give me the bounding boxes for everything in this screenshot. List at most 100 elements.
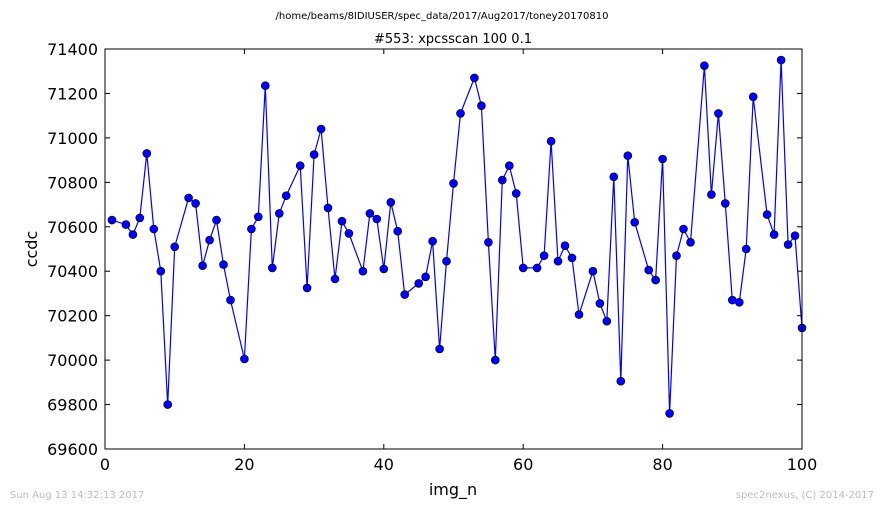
data-point <box>783 240 793 249</box>
data-point <box>644 265 654 275</box>
data-point <box>198 261 207 271</box>
data-point <box>421 272 430 282</box>
data-point <box>442 256 451 266</box>
data-point <box>309 150 319 159</box>
data-point <box>128 230 138 239</box>
x-tick-label: 0 <box>100 455 110 474</box>
data-point <box>149 224 159 234</box>
data-point <box>344 229 354 238</box>
data-point <box>567 253 577 263</box>
data-point <box>226 295 235 305</box>
data-point <box>720 199 730 208</box>
y-tick-label: 70200 <box>47 307 98 326</box>
data-point <box>762 210 772 219</box>
data-point <box>156 266 166 276</box>
data-point <box>456 109 465 118</box>
data-point <box>539 251 549 260</box>
y-tick-label: 70000 <box>47 351 98 370</box>
data-point <box>379 264 389 274</box>
data-point <box>623 151 633 160</box>
data-point <box>260 81 270 90</box>
data-point <box>302 283 312 293</box>
data-point <box>609 172 619 182</box>
data-point <box>386 198 396 207</box>
data-point <box>274 209 284 218</box>
data-point <box>400 290 410 299</box>
data-point <box>170 242 179 252</box>
x-tick-label: 20 <box>234 455 254 474</box>
data-point <box>553 256 563 266</box>
data-point <box>449 179 458 188</box>
data-point <box>253 212 263 222</box>
y-tick-label: 70800 <box>47 173 98 192</box>
data-point <box>497 175 507 185</box>
data-point <box>484 238 493 247</box>
data-point <box>365 209 375 218</box>
data-point <box>107 215 117 225</box>
data-point <box>686 238 695 247</box>
data-point <box>588 266 598 276</box>
plot-area: 0 20 40 60 80 100 69600 69800 70000 70200 70400 706… <box>47 40 817 474</box>
data-point <box>316 124 326 134</box>
data-point <box>414 279 424 288</box>
data-point <box>602 316 612 326</box>
timestamp-footer: Sun Aug 13 14:32:13 2017 <box>10 490 144 501</box>
data-point <box>205 235 214 245</box>
data-point <box>748 92 758 102</box>
credit-footer: spec2nexus, (C) 2014-2017 <box>736 490 874 501</box>
x-axis-label: img_n <box>429 480 477 500</box>
data-point <box>163 400 172 409</box>
y-tick-label: 69600 <box>47 440 98 459</box>
y-tick-label: 71000 <box>47 129 98 148</box>
y-axis-label: ccdc <box>22 231 41 268</box>
data-point <box>142 149 152 158</box>
series-line <box>111 60 803 414</box>
data-point <box>741 244 751 254</box>
data-point <box>337 216 347 226</box>
data-point <box>532 263 542 273</box>
data-point <box>267 263 277 273</box>
data-point <box>295 161 305 170</box>
data-point <box>560 241 570 250</box>
data-point <box>470 73 479 83</box>
x-tick-label: 80 <box>652 455 672 474</box>
y-tick-label: 69800 <box>47 396 98 415</box>
x-tick-label: 60 <box>513 455 533 474</box>
data-point <box>428 236 437 246</box>
data-point <box>595 299 605 308</box>
data-point <box>219 260 228 269</box>
data-point <box>247 224 256 234</box>
y-tick-label: 70600 <box>47 218 98 237</box>
data-point <box>700 61 709 70</box>
data-point <box>707 190 716 199</box>
data-point <box>393 226 403 236</box>
data-point <box>658 154 667 164</box>
data-point <box>734 297 744 307</box>
chart-title: #553: xpcsscan 100 0.1 <box>374 32 532 47</box>
y-tick-label: 71400 <box>47 40 98 59</box>
data-point <box>714 109 723 118</box>
data-point <box>135 213 145 223</box>
file-path-header: /home/beams/8IDIUSER/spec_data/2017/Aug2… <box>276 11 609 22</box>
data-point <box>504 161 514 170</box>
data-point <box>323 203 333 213</box>
data-point <box>665 409 674 418</box>
x-tick-label: 100 <box>787 455 818 474</box>
data-point <box>546 136 556 146</box>
data-point <box>372 214 382 224</box>
data-point <box>630 218 640 227</box>
data-point <box>679 224 688 234</box>
data-point <box>281 191 291 200</box>
data-point <box>212 215 221 225</box>
data-point <box>651 275 660 285</box>
data-point <box>477 101 486 110</box>
data-point <box>790 231 800 240</box>
data-point <box>358 266 368 276</box>
data-point <box>330 274 340 284</box>
data-point <box>490 355 500 365</box>
data-point <box>776 55 786 65</box>
data-point <box>672 251 681 260</box>
data-point <box>574 310 584 319</box>
data-point <box>511 189 521 198</box>
